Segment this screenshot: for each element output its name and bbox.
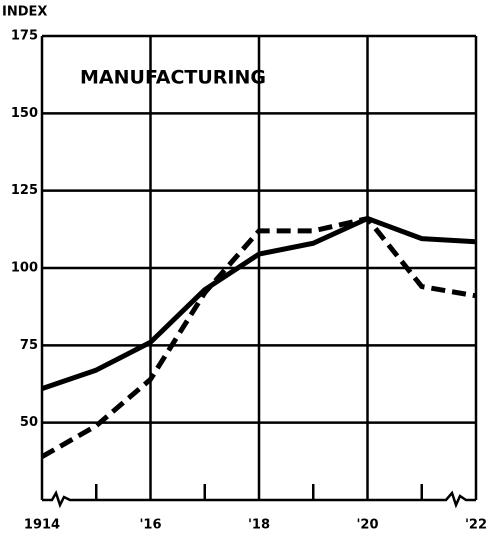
x-tick-label: 1914 bbox=[24, 518, 60, 533]
x-tick-label: '18 bbox=[248, 518, 270, 533]
x-tick-label: '20 bbox=[356, 518, 378, 533]
series-line bbox=[41, 216, 477, 392]
y-tick-label: 150 bbox=[11, 106, 38, 121]
y-tick-label: 125 bbox=[11, 183, 38, 198]
x-tick-label: '22 bbox=[465, 518, 487, 533]
y-tick-label: 175 bbox=[11, 29, 38, 44]
y-tick-label: 100 bbox=[11, 261, 38, 276]
y-tick-label: 75 bbox=[20, 338, 38, 353]
y-tick-label: 50 bbox=[20, 415, 38, 430]
series-line bbox=[40, 216, 477, 459]
annotation: MANUFACTURING bbox=[80, 67, 266, 89]
y-axis-label: INDEX bbox=[2, 5, 47, 20]
x-tick-label: '16 bbox=[139, 518, 161, 533]
